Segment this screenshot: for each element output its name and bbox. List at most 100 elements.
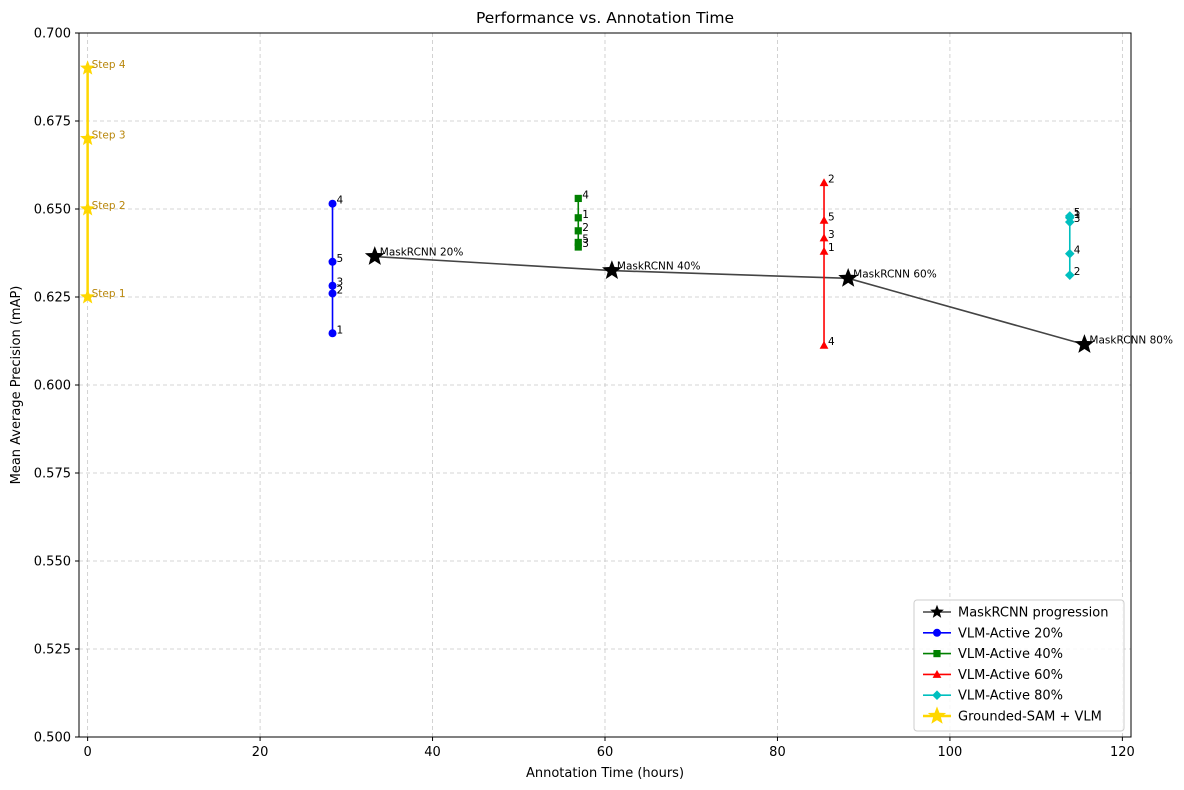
data-label: Step 4 [92, 59, 126, 71]
legend-label: VLM-Active 20% [958, 626, 1063, 641]
legend-label: MaskRCNN progression [958, 606, 1108, 621]
data-label: 4 [337, 195, 344, 207]
y-tick-label: 0.650 [34, 203, 71, 218]
data-label: Step 2 [92, 200, 126, 212]
data-label: 3 [1074, 213, 1081, 225]
data-point [328, 257, 337, 266]
data-point [80, 289, 96, 304]
legend-label: VLM-Active 80% [958, 689, 1063, 704]
data-label: 1 [582, 209, 589, 221]
x-axis-label: Annotation Time (hours) [526, 766, 684, 781]
data-point [328, 281, 337, 290]
legend-marker [927, 706, 947, 724]
legend-label: VLM-Active 60% [958, 668, 1063, 683]
data-point [574, 243, 582, 251]
legend-item: MaskRCNN progression [923, 604, 1108, 621]
data-label: 3 [337, 277, 344, 289]
x-tick-label: 20 [252, 745, 269, 760]
data-label: 5 [337, 253, 344, 265]
y-tick-label: 0.625 [34, 291, 71, 306]
legend-item: VLM-Active 80% [923, 689, 1063, 704]
data-point [1064, 248, 1075, 259]
legend-label: VLM-Active 40% [958, 647, 1063, 662]
series-grounded-sam-vlm: Step 1 Step 2 Step 3 Step 4 [80, 59, 126, 304]
data-point [819, 246, 829, 255]
data-label: Step 1 [92, 288, 126, 300]
data-point [574, 194, 582, 203]
x-tick-label: 120 [1110, 745, 1135, 760]
data-label: 1 [828, 242, 835, 254]
chart-title: Performance vs. Annotation Time [476, 9, 734, 27]
axis-ticks: 0 20 40 60 80 100 120 0.500 0.525 0.550 0.575 0.600… [34, 27, 1135, 761]
series-vlm-active-20: 1 23 5 4 [328, 195, 344, 338]
data-point [819, 340, 829, 349]
data-label: 1 [1074, 209, 1081, 221]
data-label: 5 [582, 233, 589, 245]
data-point [819, 178, 829, 187]
data-label: 2 [1074, 266, 1081, 278]
data-label: 3 [828, 229, 835, 241]
data-point [574, 214, 582, 222]
legend-label: Grounded-SAM + VLM [958, 710, 1102, 725]
data-label: MaskRCNN 20% [380, 247, 464, 259]
data-label: MaskRCNN 60% [853, 268, 937, 280]
series-line [374, 255, 1085, 346]
x-tick-label: 0 [83, 745, 91, 760]
data-point [819, 215, 829, 224]
data-point [574, 227, 582, 235]
x-tick-label: 80 [769, 745, 786, 760]
legend-item: VLM-Active 60% [923, 668, 1063, 683]
legend-marker [930, 604, 944, 618]
legend-item: VLM-Active 40% [923, 647, 1063, 662]
data-point [819, 233, 829, 242]
legend: MaskRCNN progression VLM-Active 20% VLM-Ac… [913, 599, 1125, 732]
y-tick-label: 0.525 [34, 643, 71, 658]
y-tick-label: 0.600 [34, 379, 71, 394]
data-point [364, 246, 385, 265]
data-point [80, 130, 96, 146]
y-tick-label: 0.575 [34, 467, 71, 482]
data-label: 4 [1074, 245, 1081, 257]
data-point [1064, 211, 1075, 221]
data-point [1074, 334, 1095, 353]
y-tick-label: 0.500 [34, 731, 71, 746]
y-tick-label: 0.700 [34, 27, 71, 42]
x-tick-label: 60 [597, 745, 614, 760]
data-point [328, 289, 337, 298]
data-point [80, 60, 96, 75]
legend-marker [932, 690, 942, 700]
series-vlm-active-80: 2 4 315 [1064, 207, 1081, 280]
legend-marker [932, 670, 942, 678]
legend-marker [933, 628, 941, 637]
data-label: 5 [828, 211, 835, 223]
data-label: MaskRCNN 40% [617, 261, 701, 273]
data-label: 5 [1074, 207, 1081, 219]
data-label: 1 [337, 324, 344, 336]
data-label: 2 [337, 284, 344, 296]
x-tick-label: 40 [424, 745, 441, 760]
data-label: Step 3 [92, 130, 126, 142]
legend-marker [933, 650, 941, 658]
data-label: 3 [582, 238, 589, 250]
data-point [838, 267, 859, 287]
data-point [328, 329, 337, 338]
data-label: 2 [828, 174, 835, 186]
y-axis-label: Mean Average Precision (mAP) [9, 286, 24, 485]
data-label: 4 [582, 189, 589, 201]
data-point [574, 238, 582, 247]
x-tick-label: 100 [938, 745, 963, 760]
y-tick-label: 0.550 [34, 555, 71, 570]
data-point [1064, 270, 1075, 280]
data-label: 4 [828, 336, 835, 348]
data-point [80, 201, 96, 216]
legend-box [913, 599, 1125, 732]
data-point [602, 260, 622, 280]
legend-item: Grounded-SAM + VLM [923, 706, 1102, 725]
data-label: 2 [582, 222, 589, 234]
legend-item: VLM-Active 20% [923, 626, 1063, 641]
y-tick-label: 0.675 [34, 115, 71, 130]
series-vlm-active-60: 4 13 5 2 [819, 174, 835, 349]
data-point [328, 199, 337, 208]
